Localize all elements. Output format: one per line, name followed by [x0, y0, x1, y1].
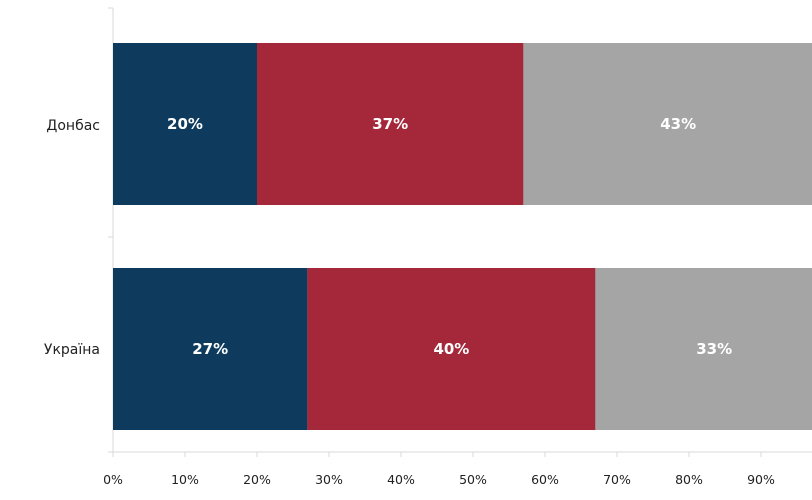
data-labels-layer: 20% 37% 43% 27% 40% 33% [167, 115, 732, 358]
x-tick-label: 20% [243, 472, 271, 487]
data-label-ukraine-segment-3: 33% [696, 340, 732, 358]
bar-ukraine-segment-1 [113, 268, 308, 430]
bar-ukraine-segment-3 [595, 268, 812, 430]
x-tick-label: 50% [459, 472, 487, 487]
x-axis-ticks: 0% 10% 20% 30% 40% 50% 60% 70% 80% 90% [103, 452, 775, 487]
category-label-donbas: Донбас [46, 118, 100, 134]
bar-donbas-segment-1 [113, 43, 257, 205]
bar-ukraine-segment-2 [307, 268, 596, 430]
x-tick-label: 90% [747, 472, 775, 487]
x-tick-label: 10% [171, 472, 199, 487]
x-tick-label: 30% [315, 472, 343, 487]
x-tick-label: 40% [387, 472, 415, 487]
category-label-ukraine: Україна [44, 342, 100, 358]
x-tick-label: 0% [103, 472, 123, 487]
bars-layer [113, 43, 812, 430]
bar-donbas-segment-2 [257, 43, 524, 205]
data-label-ukraine-segment-2: 40% [433, 340, 469, 358]
x-tick-label: 80% [675, 472, 703, 487]
data-label-donbas-segment-2: 37% [372, 115, 408, 133]
x-tick-label: 60% [531, 472, 559, 487]
data-label-ukraine-segment-1: 27% [192, 340, 228, 358]
bar-donbas-segment-3 [523, 43, 812, 205]
x-tick-label: 70% [603, 472, 631, 487]
data-label-donbas-segment-3: 43% [660, 115, 696, 133]
data-label-donbas-segment-1: 20% [167, 115, 203, 133]
